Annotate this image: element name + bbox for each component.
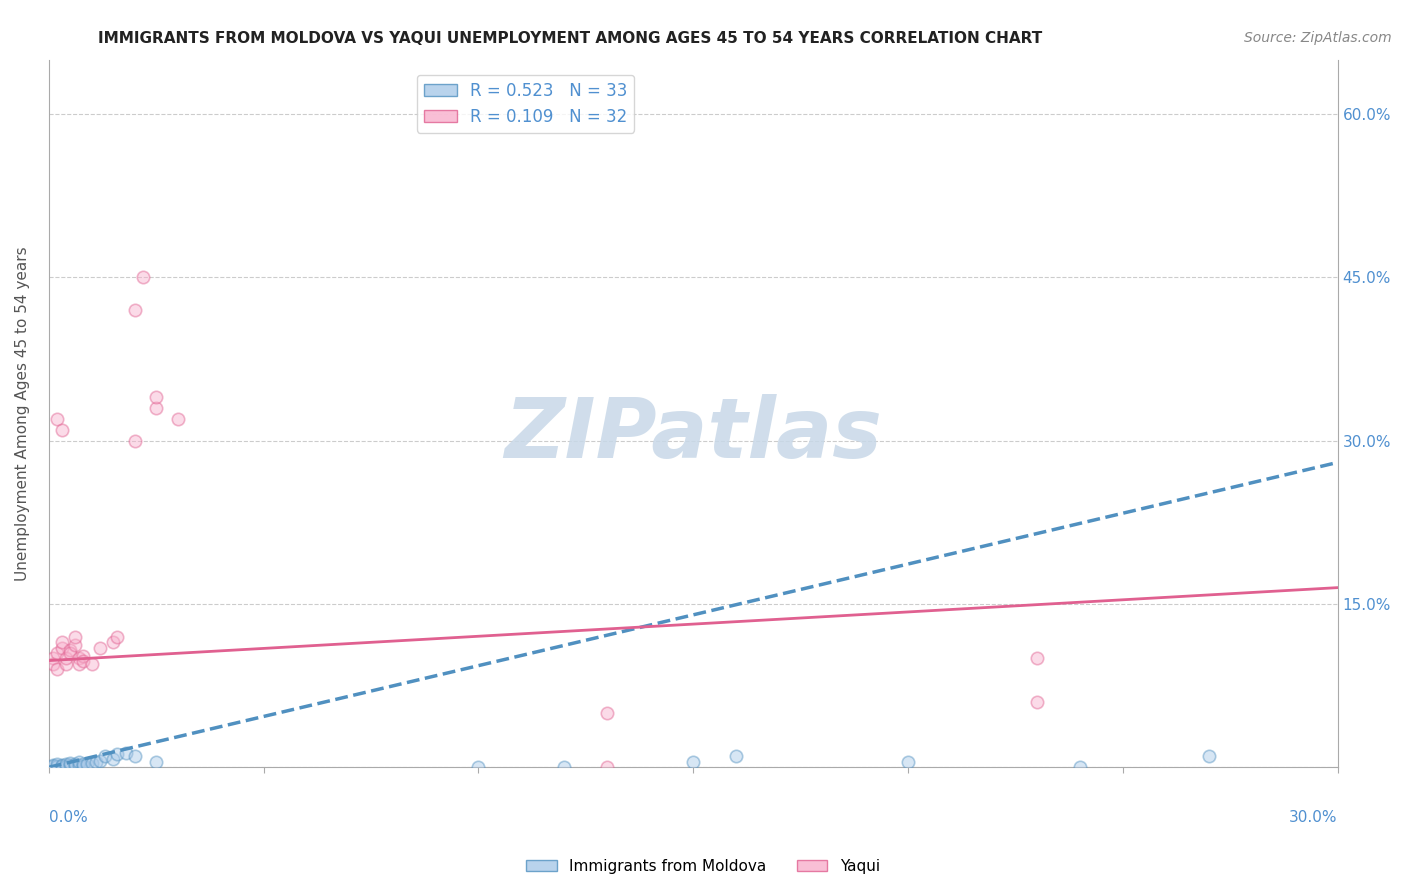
Point [145, 755, 167, 769]
Point [55, 657, 77, 671]
Point [1025, 695, 1047, 709]
Text: Source: ZipAtlas.com: Source: ZipAtlas.com [1244, 31, 1392, 45]
Point [897, 755, 920, 769]
Point [89, 754, 111, 768]
Point [51, 759, 73, 773]
Point [725, 749, 748, 764]
Point [67, 657, 90, 671]
Point [42, 759, 65, 773]
Point [166, 412, 188, 426]
Point [59, 758, 82, 772]
Point [145, 390, 167, 404]
Point [72, 757, 94, 772]
Point [46, 759, 69, 773]
Point [42, 651, 65, 665]
Point [1069, 760, 1091, 774]
Point [67, 758, 90, 772]
Point [682, 755, 704, 769]
Point [46, 757, 69, 772]
Point [46, 646, 69, 660]
Text: 0.0%: 0.0% [49, 810, 87, 825]
Point [63, 757, 86, 772]
Point [59, 642, 82, 657]
Point [80, 756, 103, 770]
Point [42, 657, 65, 671]
Point [115, 746, 138, 760]
Point [59, 756, 82, 770]
Point [63, 638, 86, 652]
Point [67, 651, 90, 665]
Point [89, 640, 111, 655]
Point [596, 706, 619, 720]
Point [72, 654, 94, 668]
Point [124, 749, 146, 764]
Text: IMMIGRANTS FROM MOLDOVA VS YAQUI UNEMPLOYMENT AMONG AGES 45 TO 54 YEARS CORRELAT: IMMIGRANTS FROM MOLDOVA VS YAQUI UNEMPLO… [98, 31, 1043, 46]
Point [107, 630, 129, 644]
Point [124, 303, 146, 318]
Point [1025, 651, 1047, 665]
Point [132, 270, 155, 285]
Point [55, 651, 77, 665]
Point [55, 757, 77, 772]
Point [80, 657, 103, 671]
Point [93, 749, 115, 764]
Point [63, 630, 86, 644]
Point [63, 759, 86, 773]
Legend: Immigrants from Moldova, Yaqui: Immigrants from Moldova, Yaqui [520, 853, 886, 880]
Point [51, 640, 73, 655]
Point [84, 755, 107, 769]
Point [76, 757, 98, 772]
Point [67, 755, 90, 769]
Point [51, 635, 73, 649]
Text: ZIPatlas: ZIPatlas [505, 394, 882, 475]
Point [107, 747, 129, 762]
Point [72, 759, 94, 773]
Point [55, 759, 77, 773]
Point [42, 758, 65, 772]
Point [145, 401, 167, 415]
Point [103, 635, 125, 649]
Point [124, 434, 146, 448]
Point [46, 662, 69, 676]
Point [553, 760, 575, 774]
Point [59, 646, 82, 660]
Text: 30.0%: 30.0% [1289, 810, 1337, 825]
Point [51, 423, 73, 437]
Point [72, 649, 94, 664]
Point [1198, 749, 1220, 764]
Y-axis label: Unemployment Among Ages 45 to 54 years: Unemployment Among Ages 45 to 54 years [15, 246, 30, 581]
Point [103, 751, 125, 765]
Point [596, 760, 619, 774]
Legend: R = 0.523   N = 33, R = 0.109   N = 32: R = 0.523 N = 33, R = 0.109 N = 32 [418, 75, 634, 133]
Point [467, 760, 489, 774]
Point [51, 758, 73, 772]
Point [46, 412, 69, 426]
